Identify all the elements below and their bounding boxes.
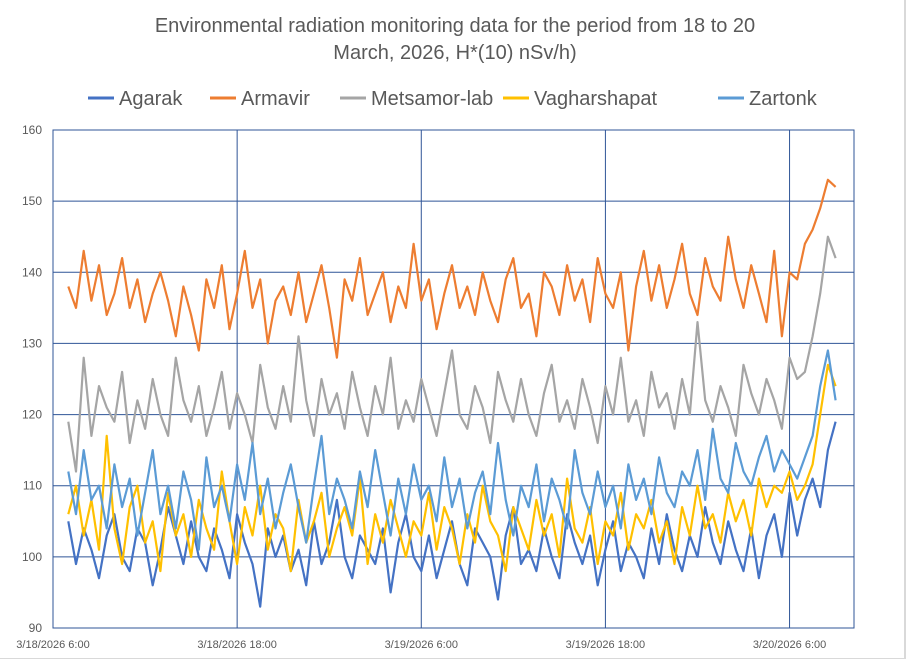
legend-label: Armavir [241, 88, 310, 110]
y-tick-label: 160 [22, 123, 42, 137]
series-lines [67, 178, 837, 608]
legend-item-armavir: Armavir [210, 88, 310, 110]
x-axis: 3/18/2026 6:00 3/18/2026 18:00 3/19/2026 6… [16, 639, 826, 651]
legend-label: Vagharshapat [534, 88, 658, 110]
legend-item-metsamor-lab: Metsamor-lab [340, 88, 493, 110]
plot-area-border [52, 129, 855, 629]
series-line-agarak [67, 421, 837, 608]
legend-item-agarak: Agarak [88, 88, 183, 110]
y-tick-label: 100 [22, 550, 42, 564]
series-line-armavir [67, 178, 837, 359]
legend-label: Agarak [119, 88, 183, 110]
chart-title-line2: March, 2026, H*(10) nSv/h) [333, 42, 576, 64]
series-line-metsamor-lab [67, 235, 837, 473]
y-tick-label: 150 [22, 194, 42, 208]
series-line-vagharshapat [67, 363, 837, 573]
y-tick-label: 140 [22, 265, 42, 279]
legend-label: Zartonk [749, 88, 818, 110]
x-tick-label: 3/19/2026 6:00 [385, 639, 458, 651]
legend-item-vagharshapat: Vagharshapat [503, 88, 658, 110]
series-line-zartonk [67, 349, 837, 551]
y-axis: 90 100 110 120 130 140 150 160 [22, 123, 42, 635]
legend-item-zartonk: Zartonk [718, 88, 818, 110]
y-tick-label: 130 [22, 336, 42, 350]
legend: Agarak Armavir Metsamor-lab Vagharshapat Zar… [88, 88, 818, 110]
x-tick-label: 3/18/2026 18:00 [197, 639, 277, 651]
y-tick-label: 90 [29, 621, 43, 635]
x-tick-label: 3/20/2026 6:00 [753, 639, 826, 651]
x-tick-label: 3/19/2026 18:00 [566, 639, 646, 651]
x-tick-label: 3/18/2026 6:00 [16, 639, 89, 651]
legend-label: Metsamor-lab [371, 88, 493, 110]
chart-title: Environmental radiation monitoring data … [155, 15, 755, 37]
y-tick-label: 110 [23, 479, 42, 493]
y-tick-label: 120 [22, 408, 42, 422]
